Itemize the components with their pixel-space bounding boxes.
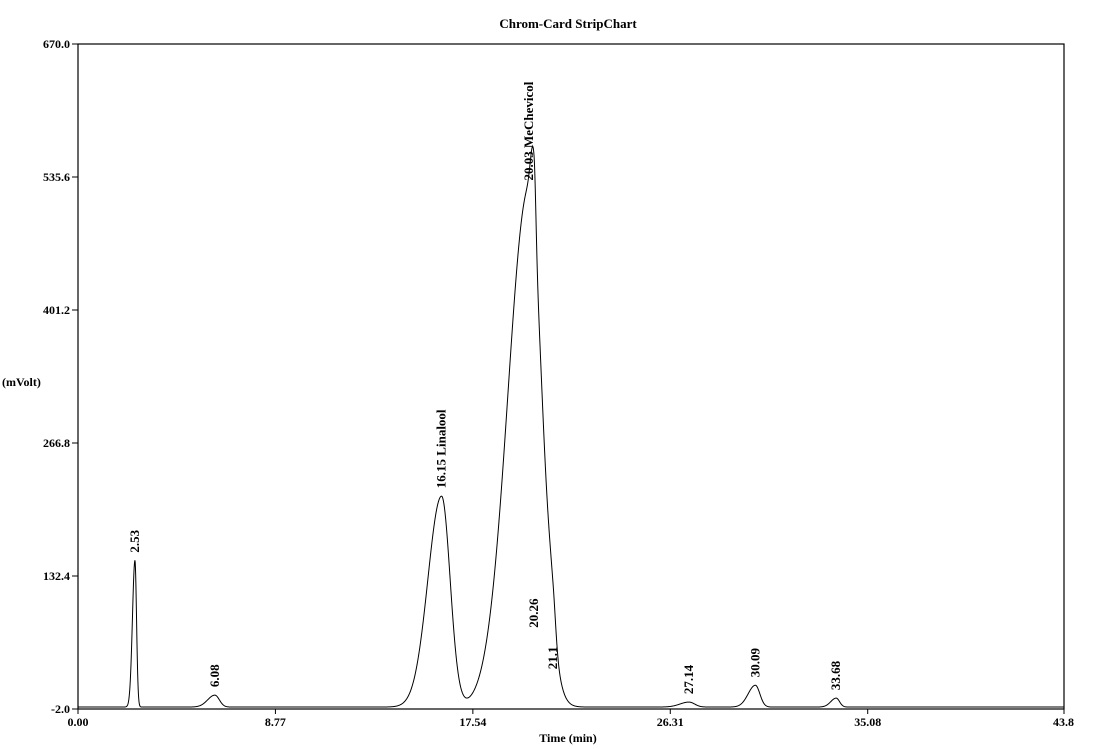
x-tick-label: 35.08 [854, 715, 881, 729]
peak-label: 30.09 [747, 648, 762, 678]
peak-label: 20.03 MeChevicol [521, 81, 536, 180]
y-tick-label: 266.8 [43, 436, 70, 450]
x-tick-label: 26.31 [657, 715, 684, 729]
y-tick-label: -2.0 [51, 702, 70, 716]
y-tick-label: 670.0 [43, 37, 70, 51]
peak-labels: 2.53 6.08 16.15 Linalool 20.03 MeChevicol 20… [127, 81, 843, 694]
y-tick-label: 132.4 [43, 569, 70, 583]
x-tick-label: 43.8 [1053, 715, 1074, 729]
x-tick-label: 0.00 [68, 715, 89, 729]
peak-label: 20.26 [526, 598, 541, 628]
x-tick-label: 8.77 [265, 715, 286, 729]
x-tick-label: 17.54 [459, 715, 486, 729]
y-axis-label: (mVolt) [2, 375, 41, 389]
peak-label: 2.53 [127, 529, 142, 552]
peak-label: 6.08 [207, 664, 222, 687]
x-axis-label: Time (min) [539, 731, 596, 745]
chart-title: Chrom-Card StripChart [499, 16, 637, 31]
peak-label: 21.1 [545, 647, 560, 670]
plot-frame [77, 43, 1065, 710]
y-axis-ticks: -2.0 132.4 266.8 401.2 535.6 670.0 [43, 37, 78, 716]
signal-trace [77, 145, 1065, 708]
peak-label: 33.68 [828, 660, 843, 690]
y-tick-label: 401.2 [43, 303, 70, 317]
peak-label: 27.14 [681, 664, 696, 694]
y-tick-label: 535.6 [43, 170, 70, 184]
x-axis-ticks: 0.00 8.77 17.54 26.31 35.08 43.8 [68, 709, 1074, 729]
peak-label: 16.15 Linalool [434, 409, 449, 488]
